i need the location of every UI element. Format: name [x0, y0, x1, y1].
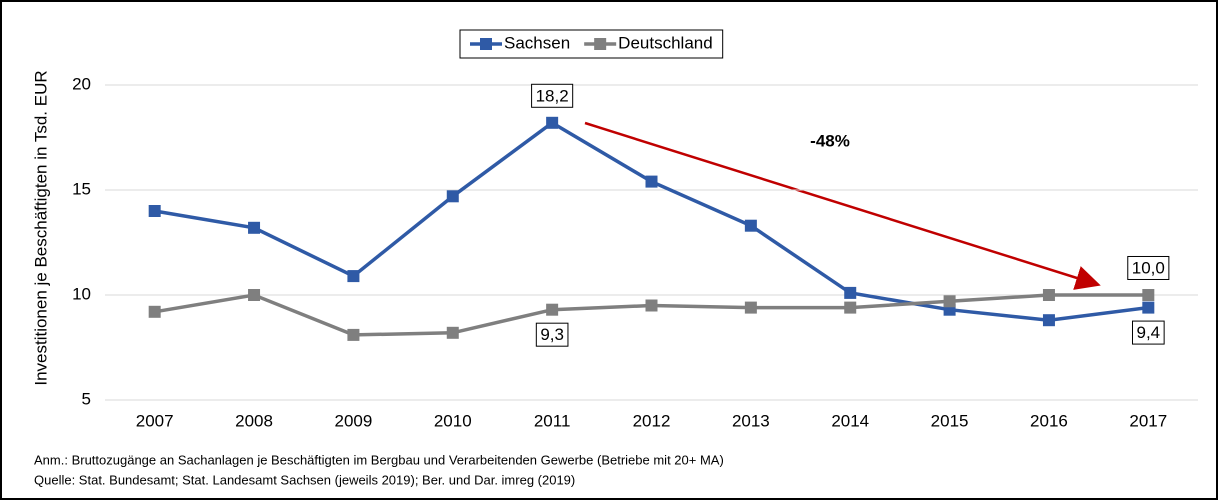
x-tick-label: 2014 [831, 411, 869, 430]
data-point [844, 286, 857, 299]
data-label-box [1127, 255, 1170, 280]
legend-swatch-marker [480, 38, 492, 50]
legend-swatch-marker [594, 38, 607, 50]
legend-label: Deutschland [618, 33, 713, 52]
note: Quelle: Stat. Bundesamt; Stat. Landesamt… [34, 472, 575, 487]
data-point [844, 301, 857, 314]
x-tick-label: 2011 [534, 411, 571, 430]
data-label-box [535, 322, 569, 347]
y-tick-label: 15 [72, 179, 91, 198]
trend-arrow [584, 121, 1101, 290]
x-tick-label: 2015 [931, 411, 969, 430]
annotation: -48% [810, 131, 850, 150]
data-point [446, 326, 459, 339]
y-axis-label: Investitionen je Beschäftigten in Tsd. E… [31, 70, 50, 385]
x-tick-label: 2007 [136, 411, 174, 430]
note: Anm.: Bruttozugänge an Sachanlagen je Be… [34, 452, 724, 467]
data-point [744, 301, 757, 314]
data-point [148, 305, 161, 318]
legend: Sachsen Deutschland [459, 29, 724, 59]
x-tick-label: 2008 [235, 411, 273, 430]
data-label-box [531, 83, 574, 108]
data-point [1142, 301, 1155, 314]
data-point [148, 205, 161, 217]
data-point [645, 299, 658, 312]
data-point [1142, 289, 1155, 301]
data-point [446, 190, 459, 203]
legend-label: Sachsen [504, 33, 570, 52]
x-tick-label: 2017 [1129, 411, 1167, 430]
x-tick-label: 2016 [1030, 411, 1068, 430]
data-label: 10,0 [1132, 258, 1165, 277]
x-tick-label: 2012 [633, 411, 671, 430]
x-tick-label: 2009 [334, 411, 372, 430]
data-label: 18,2 [536, 86, 569, 105]
data-point [645, 175, 658, 188]
data-label: 9,4 [1136, 323, 1160, 342]
data-point [1042, 314, 1055, 327]
data-point [744, 219, 757, 232]
data-point [347, 270, 360, 283]
data-label: 9,3 [540, 325, 564, 344]
data-point [943, 295, 956, 308]
data-point [546, 303, 559, 316]
data-point [248, 289, 261, 301]
x-tick-label: 2010 [434, 411, 472, 430]
y-tick-label: 5 [82, 389, 91, 408]
data-point [546, 116, 559, 129]
y-tick-label: 20 [72, 74, 91, 93]
y-tick-label: 10 [72, 284, 91, 303]
data-point [347, 328, 360, 341]
data-point [1042, 289, 1055, 301]
data-label-box [1131, 320, 1165, 345]
x-tick-label: 2013 [732, 411, 770, 430]
data-point [248, 221, 261, 234]
